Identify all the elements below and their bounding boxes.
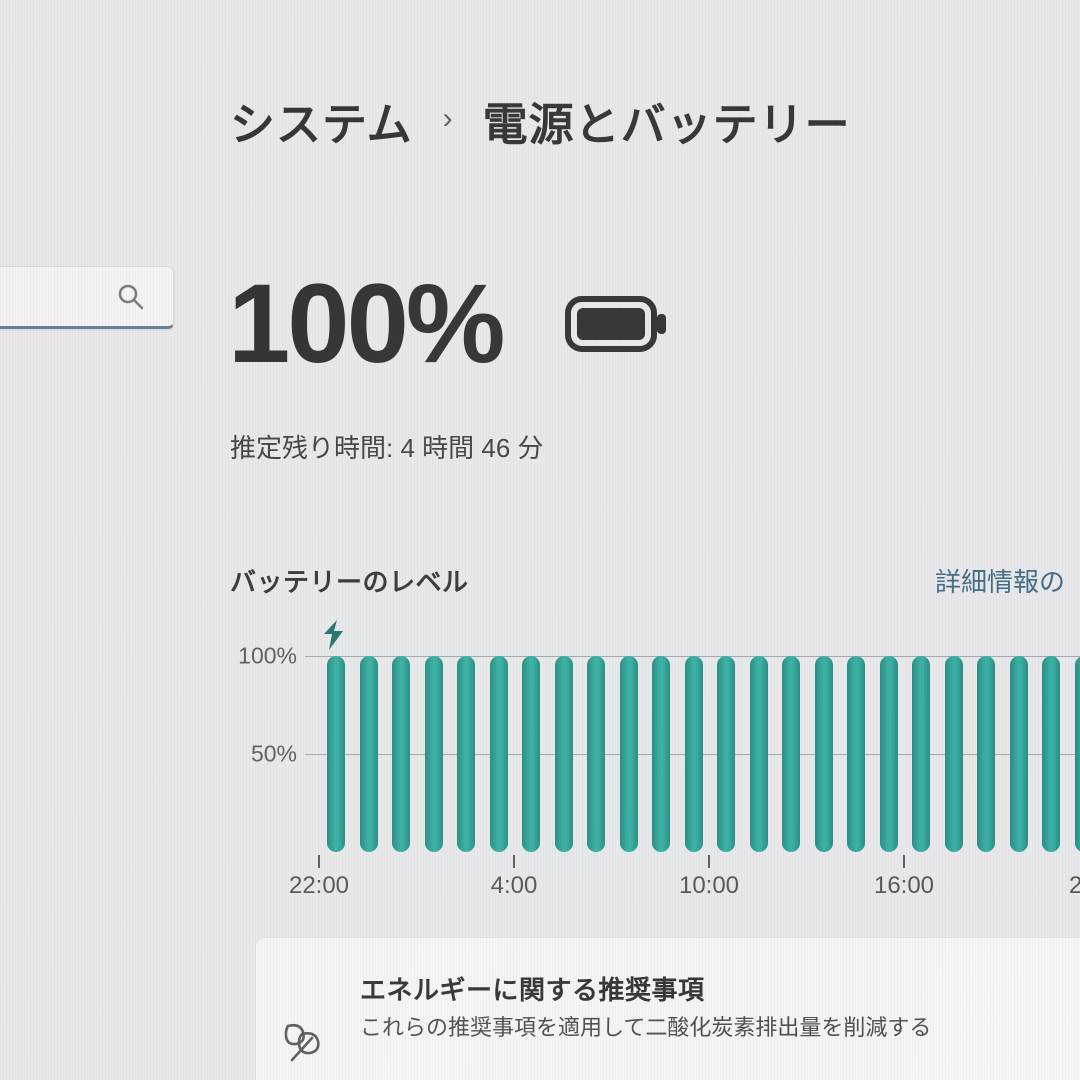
x-axis-tick — [903, 855, 905, 868]
y-axis-label: 100% — [238, 642, 297, 669]
chart-bar — [457, 656, 475, 852]
x-axis-label: 4:00 — [490, 872, 538, 899]
chart-bar — [619, 656, 638, 852]
chart-bar — [554, 656, 573, 852]
chart-bar — [587, 656, 605, 852]
chart-bar — [359, 656, 378, 852]
eco-leaves-icon — [284, 1023, 320, 1062]
battery-percent: 100% — [228, 261, 505, 386]
breadcrumb: システム › 電源とバッテリー — [230, 88, 851, 153]
x-axis-label: 16:00 — [873, 872, 935, 899]
breadcrumb-system[interactable]: システム — [230, 99, 413, 150]
chart-bar — [684, 656, 703, 852]
x-axis-tick — [513, 855, 515, 868]
energy-recommendations-card[interactable]: エネルギーに関する推奨事項 これらの推奨事項を適用して二酸化炭素排出量を削減する — [255, 937, 1080, 1080]
chart-bar — [392, 656, 410, 852]
chart-bar — [749, 656, 768, 852]
chart-header: バッテリーのレベル — [230, 562, 1080, 599]
x-axis-label: 22:00 — [288, 872, 350, 899]
chart-bar — [879, 656, 898, 852]
chart-bar — [652, 656, 670, 852]
y-axis-label: 50% — [250, 740, 297, 767]
battery-level-chart: 100% 50% 22:00 4:00 10:00 16:00 22:00 — [0, 610, 1080, 910]
chart-bar — [1009, 656, 1028, 852]
chart-bar — [977, 656, 995, 852]
x-axis-tick — [708, 855, 710, 868]
chart-bar — [489, 656, 508, 852]
x-axis-label: 22:00 — [1068, 872, 1080, 899]
chart-bar — [327, 656, 345, 852]
battery-status-row: 100% — [228, 268, 668, 380]
chart-bar — [814, 656, 833, 852]
battery-full-icon — [565, 296, 667, 352]
chart-bar — [1042, 656, 1060, 852]
card-subtitle: これらの推奨事項を適用して二酸化炭素排出量を削減する — [360, 1015, 932, 1040]
chart-bar — [424, 656, 443, 852]
chart-bar — [944, 656, 963, 852]
chart-bar — [847, 656, 865, 852]
card-title: エネルギーに関する推奨事項 — [360, 975, 705, 1005]
battery-estimate-text: 推定残り時間: 4 時間 46 分 — [230, 433, 544, 463]
chart-bar — [912, 656, 930, 852]
x-axis-label: 10:00 — [678, 872, 740, 899]
battery-level-title: バッテリーのレベル — [230, 567, 469, 597]
breadcrumb-chevron-icon: › — [442, 101, 453, 135]
x-axis-tick — [318, 855, 320, 868]
chart-bar — [717, 656, 735, 852]
details-link[interactable]: 詳細情報の — [935, 567, 1066, 597]
page-title: 電源とバッテリー — [482, 99, 851, 150]
charging-bolt-icon — [324, 620, 343, 650]
chart-bar — [1074, 656, 1080, 852]
search-icon — [118, 284, 144, 310]
search-input[interactable] — [0, 266, 174, 329]
chart-bar — [522, 656, 540, 852]
chart-bar — [782, 656, 800, 852]
